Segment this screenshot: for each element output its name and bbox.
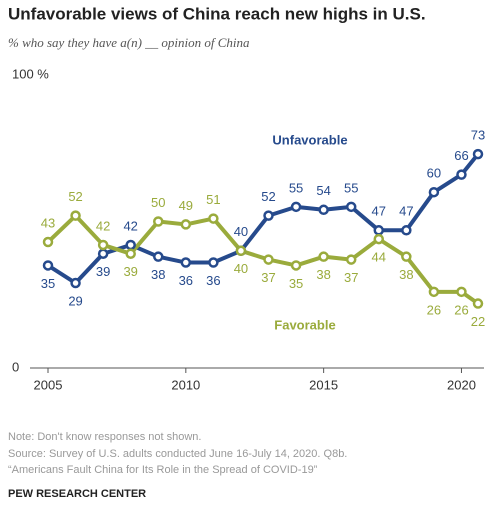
data-label: 38 (151, 267, 165, 282)
chart-subtitle: % who say they have a(n) __ opinion of C… (8, 35, 250, 50)
series-label: Favorable (274, 317, 335, 332)
data-label: 38 (399, 267, 413, 282)
point (235, 245, 247, 257)
data-label: 54 (316, 183, 330, 198)
data-label: 66 (454, 148, 468, 163)
data-label: 40 (234, 224, 248, 239)
data-label: 49 (179, 198, 193, 213)
y-tick-label: 0 (12, 359, 19, 374)
data-label: 39 (96, 264, 110, 279)
point (180, 219, 192, 230)
data-label: 42 (123, 218, 137, 233)
point (125, 248, 136, 259)
brand: PEW RESEARCH CENTER (8, 488, 146, 500)
x-tick-label: 2005 (34, 377, 63, 392)
point (208, 213, 219, 224)
point (318, 251, 329, 262)
data-label: 26 (427, 302, 441, 317)
data-label: 37 (261, 270, 275, 285)
point (263, 210, 274, 221)
data-label: 60 (427, 166, 441, 181)
point (153, 216, 164, 227)
point (290, 201, 302, 213)
point (125, 239, 136, 251)
point (180, 257, 192, 268)
point (345, 201, 357, 213)
note: Note: Don't know responses not shown. (8, 431, 201, 443)
data-label: 39 (123, 264, 137, 279)
point (97, 248, 109, 259)
source: “Americans Fault China for Its Role in t… (8, 464, 318, 476)
point (153, 251, 164, 262)
data-label: 26 (454, 302, 468, 317)
data-label: 35 (289, 276, 303, 291)
data-label: 50 (151, 195, 165, 210)
data-label: 73 (471, 128, 485, 143)
point (456, 169, 467, 180)
point (42, 236, 54, 248)
data-label: 47 (372, 204, 386, 219)
point (472, 148, 484, 160)
data-label: 37 (344, 270, 358, 285)
point (42, 260, 54, 271)
point (70, 210, 81, 221)
point (373, 233, 385, 245)
data-label: 52 (261, 189, 275, 204)
point (472, 298, 484, 309)
point (401, 251, 412, 262)
data-label: 51 (206, 192, 220, 207)
point (428, 286, 440, 298)
point (97, 239, 109, 251)
point (318, 204, 329, 216)
point (290, 260, 302, 271)
data-label: 22 (471, 314, 485, 329)
data-label: 36 (179, 273, 193, 288)
data-label: 36 (206, 273, 220, 288)
data-label: 52 (68, 189, 82, 204)
data-label: 35 (41, 276, 55, 291)
point (428, 186, 440, 198)
data-label: 43 (41, 215, 55, 230)
data-label: 38 (316, 267, 330, 282)
x-tick-label: 2015 (309, 377, 338, 392)
data-label: 29 (68, 293, 82, 308)
data-label: 55 (344, 180, 358, 195)
data-label: 42 (96, 218, 110, 233)
source: Source: Survey of U.S. adults conducted … (8, 448, 347, 460)
data-label: 55 (289, 180, 303, 195)
point (456, 286, 467, 298)
series-label: Unfavorable (272, 132, 347, 147)
point (70, 277, 81, 289)
y-tick-label: 100 % (12, 66, 49, 81)
series-line (46, 213, 480, 306)
point (208, 257, 219, 268)
x-tick-label: 2010 (171, 377, 200, 392)
data-label: 40 (234, 261, 248, 276)
x-tick-label: 2020 (447, 377, 476, 392)
point (401, 225, 412, 236)
data-label: 44 (372, 250, 386, 265)
point (373, 225, 385, 236)
chart-title: Unfavorable views of China reach new hig… (8, 4, 426, 23)
point (345, 254, 357, 265)
data-label: 47 (399, 204, 413, 219)
point (263, 254, 274, 265)
